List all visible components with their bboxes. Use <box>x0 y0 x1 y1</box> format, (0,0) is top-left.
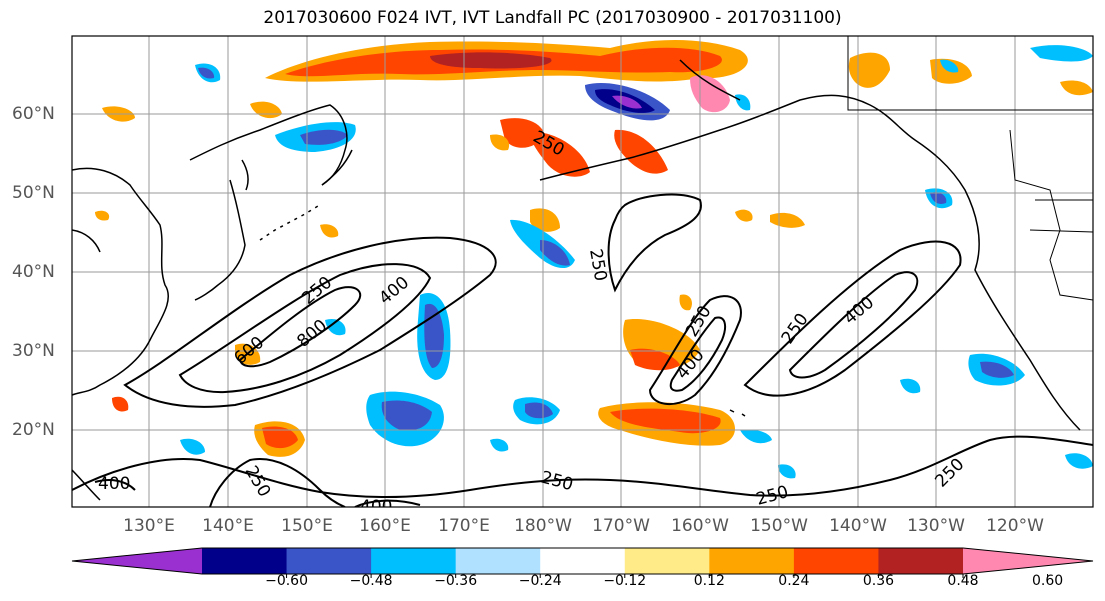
contour-label: 250 <box>298 273 336 309</box>
colorbar-segment <box>878 548 964 574</box>
lat-label: 60°N <box>12 104 55 124</box>
colorbar-tick-label: −0.12 <box>603 573 647 589</box>
contour-label: 400 <box>360 497 392 517</box>
lat-label: 30°N <box>12 341 55 361</box>
colorbar-tick-label: −0.24 <box>518 573 562 589</box>
colorbar-tick-label: 0.48 <box>947 573 979 589</box>
coastlines <box>72 59 1081 501</box>
lon-label: 160°E <box>359 516 411 536</box>
colorbar-segment <box>963 548 1093 574</box>
lon-label: 160°W <box>671 516 729 536</box>
contour-label: 400 <box>840 293 878 329</box>
colorbar-segment <box>72 548 202 574</box>
colorbar-segment <box>709 548 795 574</box>
lon-label: 170°E <box>438 516 490 536</box>
ivt-contours <box>72 193 1093 507</box>
contour-label: 400 <box>98 474 130 494</box>
lon-label: 130°W <box>907 516 965 536</box>
borders <box>847 36 1093 301</box>
colorbar-tick-label: −0.60 <box>265 573 308 589</box>
contour-label: 250 <box>539 468 576 496</box>
colorbar <box>71 547 1094 578</box>
lon-label: 170°W <box>592 516 650 536</box>
lat-label: 50°N <box>12 183 55 203</box>
contour-label: 400 <box>375 273 413 309</box>
colorbar-segment <box>286 548 372 574</box>
lon-label: 140°E <box>202 516 254 536</box>
lon-label: 120°W <box>986 516 1044 536</box>
map-frame <box>71 35 1094 508</box>
lon-label: 140°W <box>829 516 887 536</box>
map-title: 2017030600 F024 IVT, IVT Landfall PC (20… <box>263 8 842 28</box>
colorbar-segment <box>624 548 710 574</box>
colorbar-outline <box>71 547 1094 575</box>
colorbar-segment <box>540 548 626 574</box>
lon-label: 150°W <box>750 516 808 536</box>
colorbar-tick-label: −0.36 <box>434 573 478 589</box>
colorbar-segment <box>371 548 457 574</box>
colorbar-tick-label: 0.12 <box>693 573 725 589</box>
contour-label: 250 <box>241 463 275 501</box>
colorbar-tick-label: 0.36 <box>862 573 895 589</box>
contour-label: 250 <box>754 482 791 510</box>
contour-label: 250 <box>585 247 610 282</box>
contour-label: 250 <box>931 454 968 491</box>
colorbar-tick-label: 0.24 <box>778 573 810 589</box>
colorbar-tick-label: −0.48 <box>349 573 393 589</box>
colorbar-segment <box>202 548 288 574</box>
lat-label: 40°N <box>12 262 55 282</box>
lon-label: 180°W <box>514 516 572 536</box>
colorbar-tick-label: 0.60 <box>1031 573 1064 589</box>
pc-negative-patches <box>180 45 1093 479</box>
contour-label: 250 <box>778 310 813 348</box>
map-grid <box>72 36 1093 507</box>
lon-label: 150°E <box>281 516 333 536</box>
colorbar-segment <box>455 548 541 574</box>
lat-label: 20°N <box>12 420 55 440</box>
lon-label: 130°E <box>123 516 175 536</box>
colorbar-segment <box>793 548 879 574</box>
